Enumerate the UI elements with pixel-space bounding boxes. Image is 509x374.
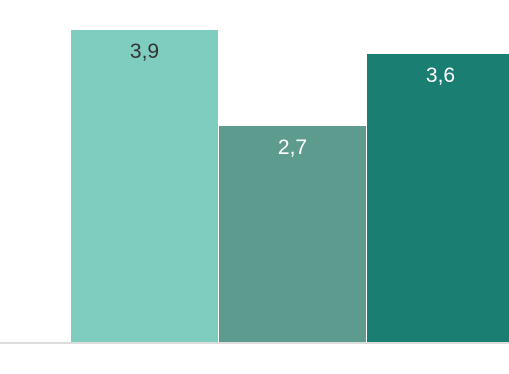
bar-value-label-2: 2,7 xyxy=(278,136,307,159)
value-labels-layer: 3,9 2,7 3,6 xyxy=(130,40,455,159)
bar-1 xyxy=(71,30,218,342)
bar-value-label-3: 3,6 xyxy=(426,64,455,87)
bar-2 xyxy=(219,126,366,342)
bar-value-label-1: 3,9 xyxy=(130,40,159,63)
bar-3 xyxy=(367,54,509,342)
bars-layer xyxy=(71,30,509,342)
